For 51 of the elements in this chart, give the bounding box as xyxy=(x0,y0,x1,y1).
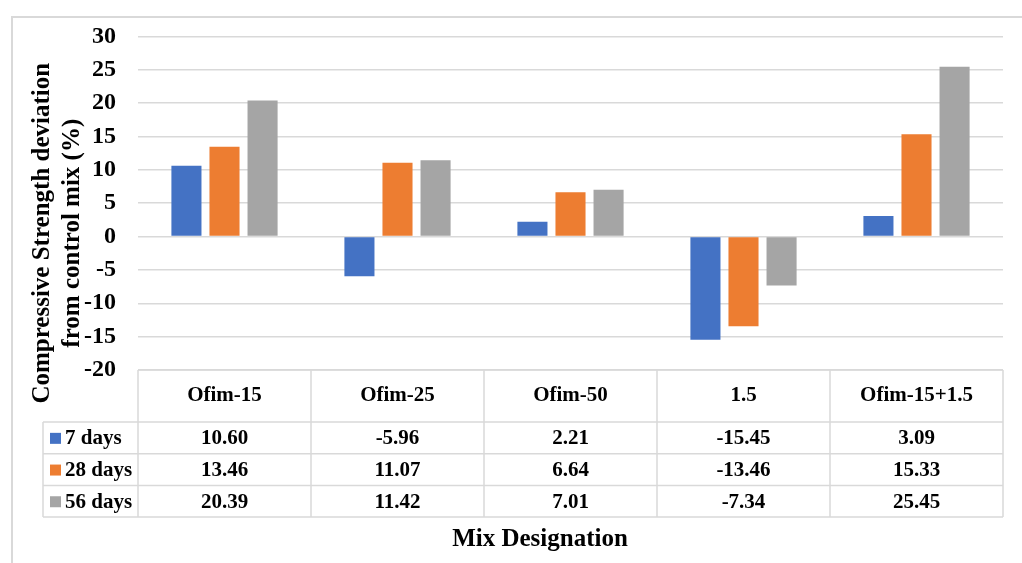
y-tick-label: 30 xyxy=(92,21,116,48)
bar xyxy=(690,237,721,340)
data-label: 25.45 xyxy=(892,488,941,513)
bar xyxy=(593,189,624,236)
x-tick-label: Ofim-50 xyxy=(533,382,608,407)
data-label: -13.46 xyxy=(716,456,771,481)
y-tick-label: -10 xyxy=(84,288,116,315)
bar xyxy=(209,146,240,236)
y-tick-label: -20 xyxy=(84,355,116,382)
legend-label: 56 days xyxy=(65,488,133,513)
bar xyxy=(344,237,375,277)
y-axis-title: Compressive Strength deviation from control mix (%) xyxy=(27,62,86,404)
data-label: 11.07 xyxy=(374,456,421,481)
bar xyxy=(517,221,548,236)
data-label: 3.09 xyxy=(898,425,935,450)
data-label: 13.46 xyxy=(200,456,249,481)
y-tick-label: 25 xyxy=(92,54,116,81)
data-label: -5.96 xyxy=(375,425,420,450)
y-tick-label: 15 xyxy=(92,121,116,148)
data-label: 7.01 xyxy=(552,488,589,513)
data-label: -7.34 xyxy=(721,488,766,513)
bar xyxy=(939,66,970,236)
y-tick-label: -15 xyxy=(84,321,116,348)
data-label: 20.39 xyxy=(200,488,249,513)
x-tick-label: 1.5 xyxy=(730,382,757,407)
y-tick-label: 5 xyxy=(104,188,116,215)
bar xyxy=(901,134,932,236)
legend-label: 28 days xyxy=(65,456,133,481)
data-label: 2.21 xyxy=(552,425,589,450)
bar xyxy=(766,237,797,286)
y-tick-label: 20 xyxy=(92,88,116,115)
data-label: -15.45 xyxy=(716,425,771,450)
x-tick-label: Ofim-25 xyxy=(360,382,435,407)
bar xyxy=(247,100,278,236)
data-label: 11.42 xyxy=(374,488,421,513)
y-tick-label: 0 xyxy=(104,221,116,248)
data-label: 10.60 xyxy=(200,425,249,450)
data-label: 15.33 xyxy=(892,456,941,481)
bar xyxy=(863,215,894,236)
bar xyxy=(555,192,586,236)
y-tick-label: -5 xyxy=(96,255,116,282)
bar xyxy=(382,162,413,236)
x-tick-label: Ofim-15 xyxy=(187,382,262,407)
bar xyxy=(171,165,202,236)
x-tick-label: Ofim-15+1.5 xyxy=(860,382,973,407)
legend-label: 7 days xyxy=(65,425,122,450)
bar xyxy=(728,237,759,327)
x-axis-title: Mix Designation xyxy=(452,523,628,551)
y-tick-label: 10 xyxy=(92,155,116,182)
data-label: 6.64 xyxy=(552,456,590,481)
bar xyxy=(420,160,451,236)
